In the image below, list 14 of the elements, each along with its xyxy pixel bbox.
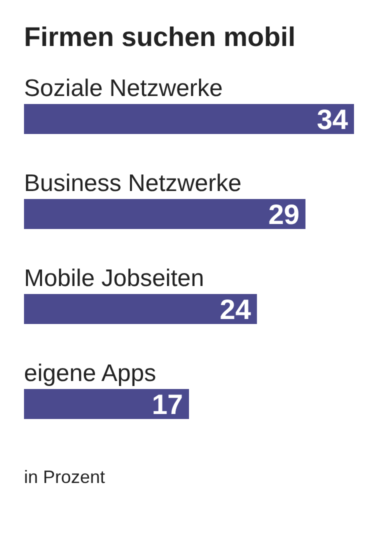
y-tick-label: Soziale Netzwerke bbox=[24, 75, 223, 102]
bar bbox=[24, 104, 354, 134]
bar bbox=[24, 294, 257, 324]
data-label: 29 bbox=[268, 199, 300, 230]
y-tick-label: Mobile Jobseiten bbox=[24, 265, 204, 292]
bar bbox=[24, 199, 306, 229]
data-label: 34 bbox=[316, 104, 348, 135]
y-tick-label: Business Netzwerke bbox=[24, 170, 242, 197]
chart-title: Firmen suchen mobil bbox=[23, 21, 297, 54]
data-label: 17 bbox=[152, 389, 183, 420]
bar bbox=[24, 389, 189, 419]
y-tick-label: eigene Apps bbox=[24, 360, 156, 387]
text: in Prozent bbox=[24, 466, 106, 489]
data-label: 24 bbox=[220, 294, 252, 325]
